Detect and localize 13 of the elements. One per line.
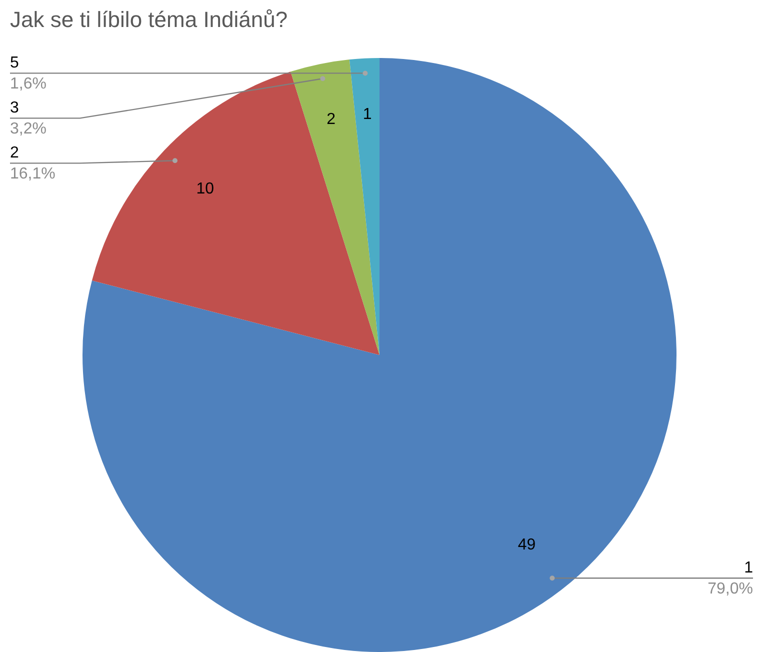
- slice-label: 1: [744, 560, 754, 577]
- text: 79,0%: [708, 580, 753, 598]
- data-label: 49: [518, 536, 536, 554]
- text: 1,6%: [10, 76, 46, 93]
- slice-label: 3: [10, 100, 19, 117]
- data-label: 1: [362, 106, 372, 124]
- chart-title: Jak se ti líbilo téma Indiánů?: [10, 7, 288, 32]
- text: 16,1%: [10, 166, 56, 183]
- data-label: 2: [326, 110, 336, 128]
- slice-label: 5: [10, 54, 19, 72]
- slice-label: 2: [10, 144, 19, 162]
- data-label: 10: [196, 180, 214, 198]
- text: 3,2%: [10, 120, 46, 138]
